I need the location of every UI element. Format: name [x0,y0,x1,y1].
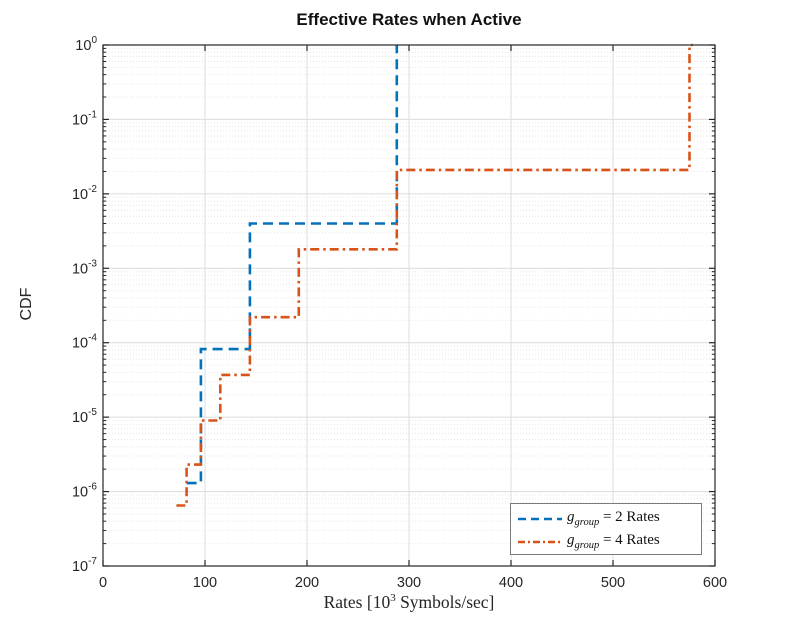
x-tick-label: 200 [295,575,319,591]
y-tick-label: 100 [75,35,97,54]
x-tick-label: 100 [193,575,217,591]
chart-title: Effective Rates when Active [296,10,522,29]
x-tick-labels: 0 100 200 300 400 500 600 [99,575,727,591]
y-tick-label: 10-6 [72,482,97,501]
y-tick-labels: 100 10-1 10-2 10-3 10-4 10-5 10-6 10-7 [72,35,97,575]
x-label-suffix: Symbols/sec] [395,592,495,612]
legend-line-sample-dash-dot [518,540,562,543]
y-tick-label: 10-2 [72,184,97,203]
y-tick-label: 10-4 [72,333,97,352]
y-tick-label: 10-5 [72,407,97,426]
x-label-exponent: 3 [390,592,396,605]
y-axis-label: CDF [18,287,35,321]
x-tick-label: 0 [99,575,107,591]
y-tick-label: 10-3 [72,258,97,277]
legend-entry-0: ggroup = 2 Rates [517,507,695,530]
y-tick-label: 10-1 [72,109,97,128]
x-axis-label: Rates [103 Symbols/sec] [259,592,559,613]
series-line-1 [176,43,693,507]
legend-label: ggroup = 2 Rates [567,509,660,528]
axis-ticks [102,44,716,567]
legend-line-sample-dashed [518,517,562,520]
x-tick-label: 300 [397,575,421,591]
x-label-prefix: Rates [10 [323,592,391,612]
x-tick-label: 600 [703,575,727,591]
x-tick-label: 400 [499,575,523,591]
legend-label: ggroup = 4 Rates [567,532,660,551]
legend-entry-1: ggroup = 4 Rates [517,530,695,553]
y-tick-label: 10-7 [72,556,97,575]
x-tick-label: 500 [601,575,625,591]
major-gridlines [102,44,716,567]
legend-box: ggroup = 2 Rates ggroup = 4 Rates [510,503,702,555]
